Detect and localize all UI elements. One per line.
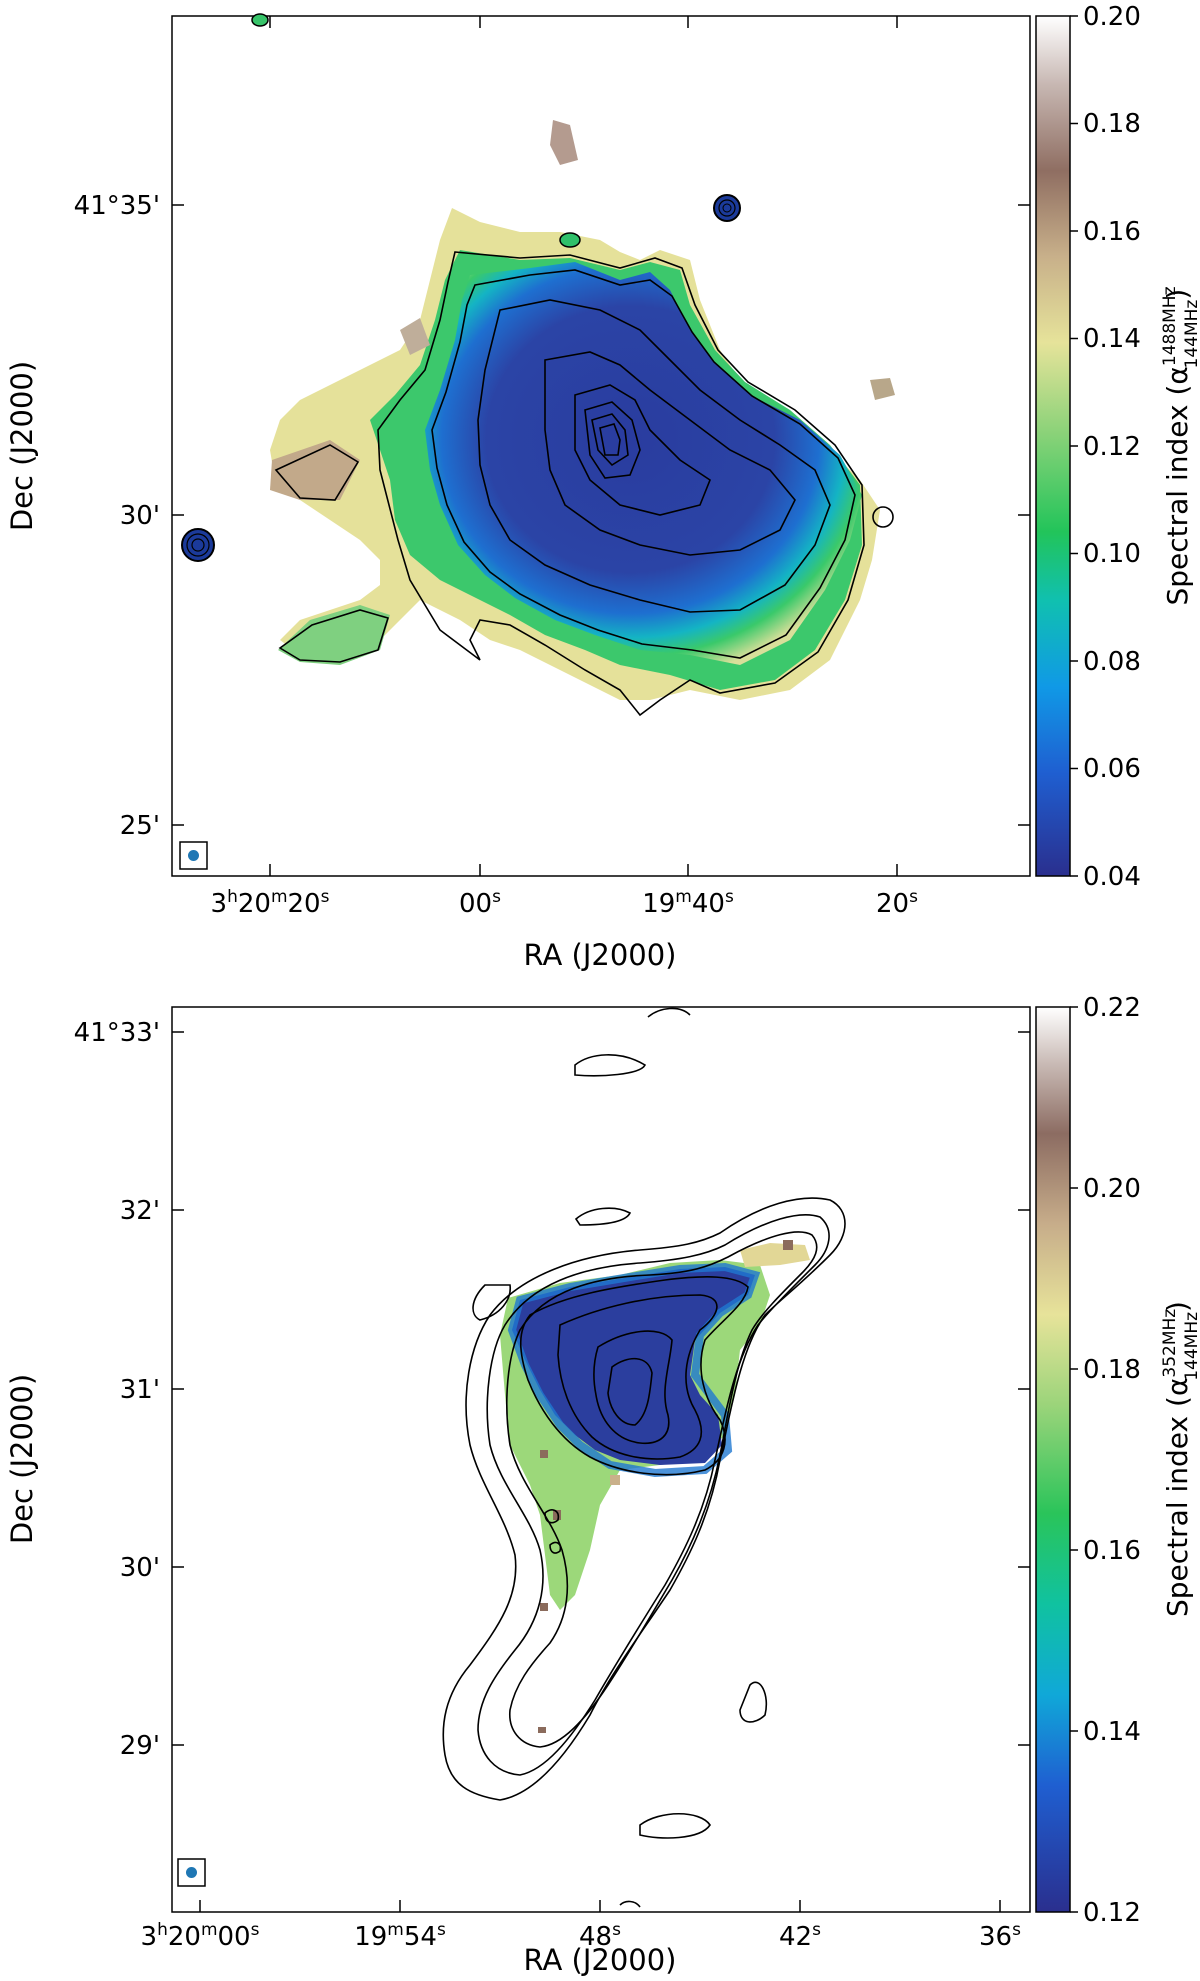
y-axis-label: Dec (J2000) <box>5 361 39 531</box>
ra-tick-label: 36s <box>979 1920 1021 1952</box>
ra-tick-label: 48s <box>579 1920 621 1952</box>
contours-top <box>274 251 894 717</box>
ra-tick-label: 3h20m00s <box>141 1920 260 1952</box>
dec-tick-label: 30' <box>120 1553 160 1583</box>
colorbar-tick-label: 0.16 <box>1083 1536 1141 1566</box>
compact-source-mid-top <box>559 232 581 248</box>
colorbar-tick-label: 0.06 <box>1083 754 1141 784</box>
ra-ticks-bottom <box>199 1900 1001 1912</box>
ra-ticks-top <box>269 16 898 876</box>
dec-tick-label: 41°35' <box>74 191 160 221</box>
pixel-patch <box>540 1603 548 1611</box>
compact-source-upper-right <box>713 194 741 222</box>
colorbar-tick-labels-top: 0.20 0.18 0.16 0.14 0.12 0.10 0.08 0.06 … <box>1083 2 1141 892</box>
y-axis-label: Dec (J2000) <box>5 1374 39 1544</box>
pixel-patch <box>553 1510 561 1520</box>
colorbar-tick-label: 0.16 <box>1083 217 1141 247</box>
compact-source-left <box>181 528 215 562</box>
pixel-patch <box>540 1450 548 1458</box>
colorbar-tick-label: 0.04 <box>1083 862 1141 892</box>
compact-source-top-left <box>251 13 269 27</box>
emission-blue-core-bottom <box>512 1267 755 1465</box>
emission-patch-lower-left <box>278 605 390 665</box>
pixel-patch <box>538 1727 546 1733</box>
x-axis-label: RA (J2000) <box>523 938 676 972</box>
ra-tick-label: 3h20m20s <box>211 887 330 919</box>
dec-tick-label: 29' <box>120 1731 160 1761</box>
emission-patch-left <box>270 440 360 500</box>
colorbar-tick-label: 0.12 <box>1083 432 1141 462</box>
colorbar <box>1035 1006 1071 1913</box>
colorbar-tick-label: 0.20 <box>1083 2 1141 32</box>
beam-ellipse <box>186 1867 197 1878</box>
contours-bottom <box>442 1007 846 1908</box>
colorbar-tick-labels-bottom: 0.22 0.20 0.18 0.16 0.14 0.12 <box>1083 993 1141 1928</box>
spectral-index-map-352: 41°33' 32' 31' 30' 29' 3h20m00s 19m54s 4… <box>0 993 1200 1977</box>
colorbar-tick-label: 0.18 <box>1083 1355 1141 1385</box>
ra-tick-label: 19m40s <box>642 887 734 919</box>
ra-tick-label: 00s <box>459 887 501 919</box>
dec-ticks-top <box>172 204 1030 826</box>
emission-patch-right <box>870 378 895 400</box>
colorbar-tick-label: 0.14 <box>1083 324 1141 354</box>
x-axis-label: RA (J2000) <box>523 1943 676 1977</box>
emission-patch-top <box>550 120 578 165</box>
colorbar-tick-label: 0.08 <box>1083 647 1141 677</box>
colorbar-ticks-top <box>1070 15 1078 877</box>
ra-tick-label: 20s <box>876 887 918 919</box>
colorbar-tick-label: 0.22 <box>1083 995 1141 1023</box>
colorbar-tick-label: 0.10 <box>1083 539 1141 569</box>
emission-patch-topleft <box>400 318 430 355</box>
dec-tick-label: 25' <box>120 811 160 841</box>
colorbar-label: Spectral index (α352MHz 144MHz) <box>1160 1301 1200 1617</box>
dec-tick-label: 31' <box>120 1375 160 1405</box>
colorbar-label: Spectral index (α1488MHz 144MHz) <box>1160 286 1200 605</box>
colorbar-ticks-bottom <box>1070 1006 1078 1913</box>
dec-tick-label: 41°33' <box>74 1018 160 1048</box>
dec-tick-label: 30' <box>120 501 160 531</box>
emission-blue-core <box>425 262 862 665</box>
colorbar-tick-label: 0.20 <box>1083 1174 1141 1204</box>
ra-tick-label: 42s <box>779 1920 821 1952</box>
spectral-index-map-1488: 41°35' 30' 25' 3h20m20s 00s 19m40s 20s R… <box>0 0 1200 980</box>
beam-ellipse <box>188 850 199 861</box>
colorbar-tick-label: 0.14 <box>1083 1717 1141 1747</box>
map-figure-top: 41°35' 30' 25' 3h20m20s 00s 19m40s 20s R… <box>5 2 1200 972</box>
pixel-patch <box>783 1240 793 1250</box>
dec-ticks-bottom <box>172 1031 1030 1746</box>
ra-tick-label: 19m54s <box>354 1920 446 1952</box>
pixel-patch <box>610 1475 620 1485</box>
dec-tick-label: 32' <box>120 1196 160 1226</box>
colorbar-tick-label: 0.12 <box>1083 1898 1141 1928</box>
colorbar <box>1035 15 1071 877</box>
colorbar-tick-label: 0.18 <box>1083 109 1141 139</box>
map-figure-bottom: 41°33' 32' 31' 30' 29' 3h20m00s 19m54s 4… <box>5 993 1200 1977</box>
